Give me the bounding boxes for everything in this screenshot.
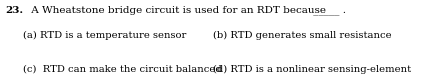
- Text: _____ .: _____ .: [310, 6, 346, 15]
- Text: (d) RTD is a nonlinear sensing-element: (d) RTD is a nonlinear sensing-element: [213, 65, 411, 74]
- Text: (c)  RTD can make the circuit balanced: (c) RTD can make the circuit balanced: [23, 65, 222, 74]
- Text: (b) RTD generates small resistance: (b) RTD generates small resistance: [213, 31, 391, 40]
- Text: 23.: 23.: [5, 6, 23, 15]
- Text: A Wheatstone bridge circuit is used for an RDT because: A Wheatstone bridge circuit is used for …: [28, 6, 326, 15]
- Text: (a) RTD is a temperature sensor: (a) RTD is a temperature sensor: [23, 31, 187, 40]
